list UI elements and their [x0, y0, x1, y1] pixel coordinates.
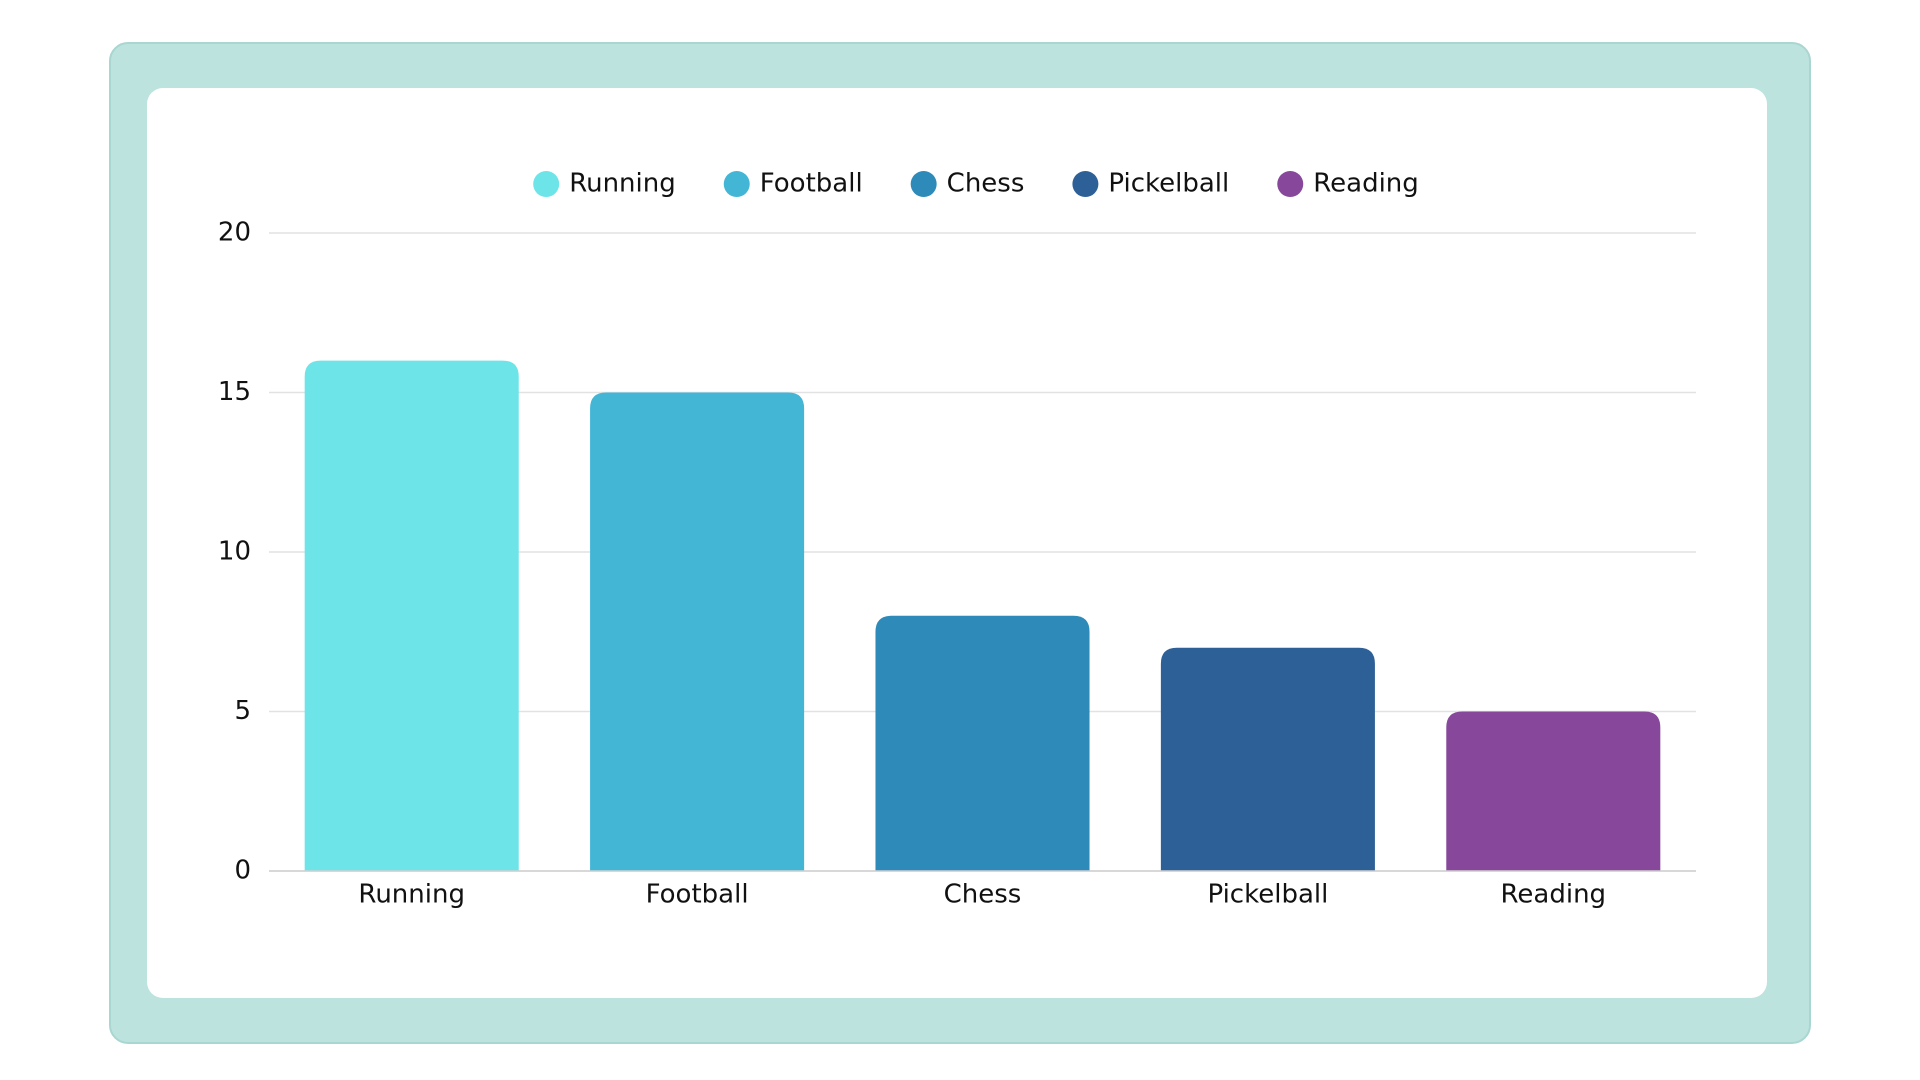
legend-label: Running: [569, 169, 676, 199]
legend: Running Football Chess Pickelball Reading: [533, 169, 1419, 199]
legend-item: Reading: [1277, 169, 1419, 199]
bar: [875, 615, 1090, 871]
legend-item: Pickelball: [1072, 169, 1229, 199]
legend-item: Chess: [910, 169, 1025, 199]
legend-swatch: [910, 171, 937, 197]
legend-swatch: [1277, 171, 1304, 197]
y-tick-label: 15: [218, 377, 251, 407]
bar: [1446, 711, 1661, 871]
legend-item: Running: [533, 169, 676, 199]
x-tick-label: Pickelball: [1207, 880, 1328, 910]
legend-swatch: [723, 171, 750, 197]
x-tick-label: Running: [358, 880, 465, 910]
legend-item: Football: [723, 169, 863, 199]
y-tick-label: 20: [218, 218, 251, 248]
x-tick-label: Chess: [944, 880, 1022, 910]
y-tick-label: 10: [218, 537, 251, 567]
bar: [1160, 647, 1375, 871]
x-tick-label: Football: [646, 880, 749, 910]
legend-label: Chess: [947, 169, 1025, 199]
bar: [304, 360, 519, 871]
legend-label: Pickelball: [1108, 169, 1229, 199]
legend-label: Football: [760, 169, 863, 199]
y-tick-label: 5: [234, 696, 251, 726]
x-tick-label: Reading: [1501, 880, 1607, 910]
y-tick-label: 0: [234, 856, 251, 886]
legend-swatch: [1072, 171, 1099, 197]
legend-swatch: [533, 171, 560, 197]
legend-label: Reading: [1313, 169, 1419, 199]
bar: [590, 392, 805, 871]
